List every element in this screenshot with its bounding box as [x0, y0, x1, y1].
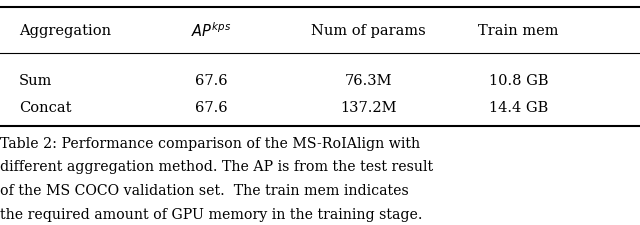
Text: 67.6: 67.6 — [195, 74, 227, 88]
Text: Table 2: Performance comparison of the MS-RoIAlign with: Table 2: Performance comparison of the M… — [0, 136, 420, 150]
Text: the required amount of GPU memory in the training stage.: the required amount of GPU memory in the… — [0, 207, 422, 221]
Text: 14.4 GB: 14.4 GB — [489, 101, 548, 115]
Text: $AP^{kps}$: $AP^{kps}$ — [191, 21, 231, 40]
Text: 137.2M: 137.2M — [340, 101, 396, 115]
Text: different aggregation method. The AP is from the test result: different aggregation method. The AP is … — [0, 160, 433, 174]
Text: Num of params: Num of params — [310, 23, 426, 37]
Text: 10.8 GB: 10.8 GB — [489, 74, 548, 88]
Text: 67.6: 67.6 — [195, 101, 227, 115]
Text: of the MS COCO validation set.  The train mem indicates: of the MS COCO validation set. The train… — [0, 183, 409, 197]
Text: Aggregation: Aggregation — [19, 23, 111, 37]
Text: Train mem: Train mem — [478, 23, 559, 37]
Text: Concat: Concat — [19, 101, 72, 115]
Text: 76.3M: 76.3M — [344, 74, 392, 88]
Text: Sum: Sum — [19, 74, 52, 88]
